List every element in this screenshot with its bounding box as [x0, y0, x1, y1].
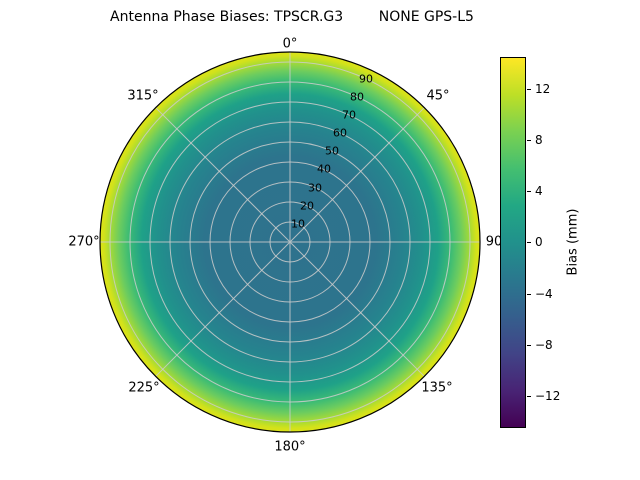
colorbar-tick-8: 8	[535, 133, 543, 147]
colorbar-tick-mark	[527, 294, 531, 295]
r-label-60: 60	[333, 126, 347, 140]
theta-label-135: 135°	[421, 380, 453, 396]
polar-outline	[99, 51, 481, 433]
colorbar-tick-mark	[527, 345, 531, 346]
colorbar-tick-0: 0	[535, 235, 543, 249]
theta-label-315: 315°	[127, 88, 159, 104]
r-label-70: 70	[342, 108, 356, 122]
theta-label-90: 90	[485, 234, 503, 250]
chart-title: Antenna Phase Biases: TPSCR.G3 NONE GPS-…	[110, 9, 474, 25]
colorbar-tick-mark	[527, 242, 531, 243]
colorbar-tick-12: 12	[535, 82, 551, 96]
colorbar	[500, 57, 526, 428]
r-label-10: 10	[291, 217, 305, 231]
colorbar-tick-mark	[527, 191, 531, 192]
colorbar-axis-label: Bias (mm)	[565, 208, 581, 276]
theta-label-270: 270°	[68, 234, 100, 250]
r-label-90: 90	[359, 72, 373, 86]
colorbar-tick-m12: −12	[535, 389, 561, 403]
spoke-135-315	[155, 107, 425, 377]
colorbar-tick-4: 4	[535, 184, 543, 198]
colorbar-tick-m8: −8	[535, 338, 553, 352]
theta-label-180: 180°	[274, 439, 306, 455]
colorbar-tick-mark	[527, 89, 531, 90]
polar-grid-spokes	[100, 52, 480, 432]
r-label-30: 30	[308, 181, 322, 195]
r-label-40: 40	[317, 162, 331, 176]
theta-label-45: 45°	[426, 88, 450, 104]
colorbar-tick-m4: −4	[535, 287, 553, 301]
colorbar-tick-mark	[527, 140, 531, 141]
r-label-50: 50	[325, 144, 339, 158]
theta-label-0: 0°	[282, 36, 298, 52]
colorbar-tick-mark	[527, 396, 531, 397]
r-label-80: 80	[350, 90, 364, 104]
r-label-20: 20	[300, 199, 314, 213]
theta-label-225: 225°	[128, 380, 160, 396]
